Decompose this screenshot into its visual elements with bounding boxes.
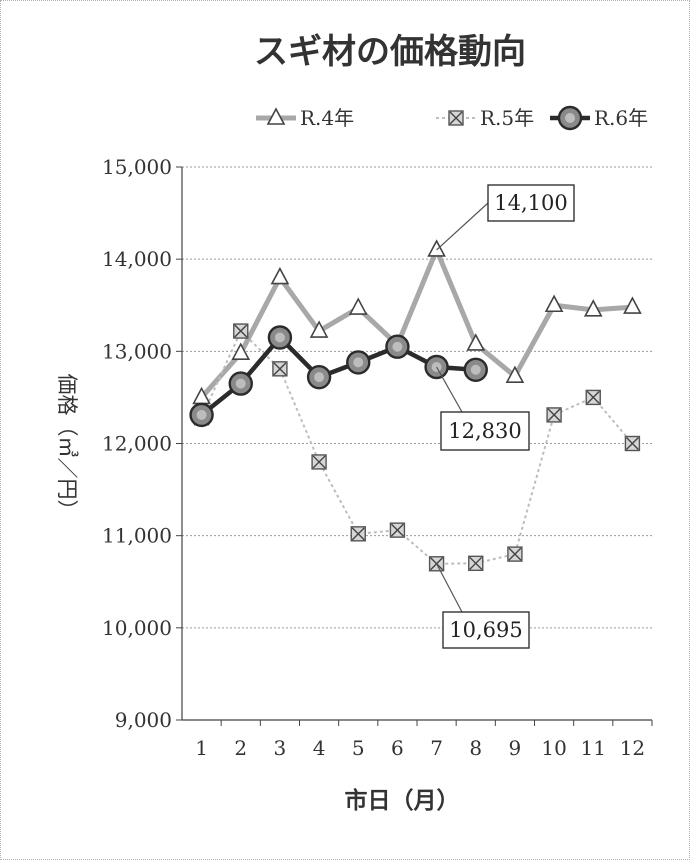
legend-label: R.4年 <box>300 106 354 130</box>
marker-inner <box>353 357 364 368</box>
legend: R.4年 R.5年 R.6年 <box>256 105 648 131</box>
y-tick-label: 9,000 <box>115 708 172 732</box>
x-tick-label: 7 <box>430 736 443 760</box>
legend-label: R.5年 <box>480 106 534 130</box>
data-point <box>389 522 406 538</box>
y-tick-label: 12,000 <box>102 432 172 456</box>
legend-marker <box>448 110 464 126</box>
marker-cross <box>273 362 287 376</box>
annotations: 14,100 12,830 10,695 <box>436 184 575 649</box>
marker-inner <box>565 113 575 123</box>
data-point <box>306 364 332 390</box>
data-point <box>544 294 564 313</box>
marker-inner <box>196 409 207 420</box>
x-tick-label: 4 <box>313 736 326 760</box>
annotation-label: 10,695 <box>449 618 522 642</box>
marker-inner <box>314 372 325 383</box>
y-axis-label: 価格（㎥／円） <box>55 374 79 521</box>
data-point <box>346 350 371 375</box>
y-tick-label: 15,000 <box>102 155 172 179</box>
annotation-leader <box>436 202 489 251</box>
marker-inner <box>392 341 403 352</box>
annotation-leader <box>436 563 463 613</box>
data-point <box>231 342 251 360</box>
y-tick-label: 14,000 <box>102 247 172 271</box>
data-point <box>228 371 253 396</box>
x-axis-label: 市日（月） <box>345 787 460 814</box>
annotation-label: 12,830 <box>448 419 521 443</box>
x-tick-label: 5 <box>352 736 365 760</box>
marker-cross <box>351 527 365 541</box>
legend-label: R.6年 <box>594 106 648 130</box>
data-point <box>270 266 290 285</box>
y-tick-label: 10,000 <box>102 616 172 640</box>
data-point <box>350 526 366 542</box>
y-tick-label: 11,000 <box>102 524 172 548</box>
data-point <box>623 296 642 314</box>
annotation-box <box>442 611 530 649</box>
x-tick-label: 6 <box>391 736 404 760</box>
y-tick-label: 13,000 <box>102 339 172 363</box>
data-point <box>189 402 214 428</box>
marker-cross <box>625 437 639 450</box>
annotation-box <box>440 411 530 451</box>
data-point <box>427 239 446 257</box>
x-tick-label: 8 <box>469 736 482 760</box>
marker-cross <box>508 547 522 561</box>
marker-inner <box>470 364 481 375</box>
annotation-label: 14,100 <box>494 191 567 215</box>
x-tick-label: 10 <box>541 736 566 760</box>
marker-cross <box>312 455 326 469</box>
marker-cross <box>547 408 561 422</box>
data-point <box>466 333 486 351</box>
x-tick-label: 3 <box>274 736 287 760</box>
data-point <box>624 435 641 452</box>
series-markers <box>189 239 642 572</box>
data-point <box>546 407 562 423</box>
marker-cross <box>390 523 404 537</box>
annotation-leader <box>436 366 463 413</box>
legend-marker <box>557 105 583 131</box>
data-point <box>272 361 288 377</box>
series-line-2 <box>200 330 634 565</box>
x-tick-label: 2 <box>234 736 247 760</box>
grid <box>182 166 652 629</box>
series-lines <box>199 247 634 565</box>
data-point <box>309 320 329 338</box>
data-point <box>267 325 293 350</box>
chart-title: スギ材の価格動向 <box>254 32 526 72</box>
marker-cross <box>586 390 600 404</box>
data-point <box>233 323 249 339</box>
x-tick-label: 9 <box>509 736 522 760</box>
data-point <box>348 297 368 315</box>
y-tick-labels: 9,000 10,000 11,000 12,000 13,000 14,000 15,00… <box>102 155 172 732</box>
marker-inner <box>235 378 246 389</box>
marker-inner <box>274 332 285 343</box>
legend-marker <box>266 107 286 125</box>
x-tick-label: 12 <box>620 736 645 760</box>
marker-cross <box>449 111 463 125</box>
data-point <box>385 334 410 359</box>
data-point <box>463 357 488 382</box>
data-point <box>311 454 327 470</box>
axes <box>176 166 653 726</box>
data-point <box>505 365 525 384</box>
series-line-1 <box>199 247 633 400</box>
annotation-box <box>487 184 575 222</box>
data-point <box>585 389 601 406</box>
marker-cross <box>469 556 483 570</box>
x-tick-label: 11 <box>581 736 606 760</box>
x-tick-labels: 1 2 3 4 5 6 7 8 9 10 11 12 <box>195 736 645 760</box>
data-point <box>583 299 603 317</box>
data-point <box>468 555 484 572</box>
data-point <box>507 546 523 562</box>
x-tick-label: 1 <box>195 736 208 760</box>
marker-cross <box>234 324 248 338</box>
